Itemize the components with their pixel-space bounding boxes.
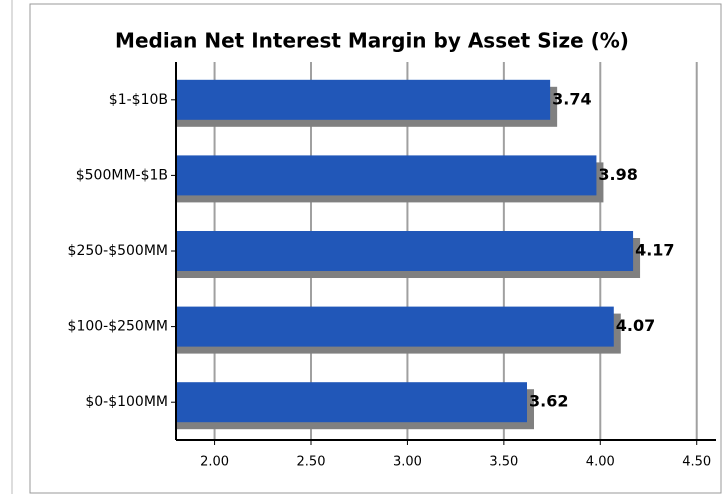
chart-frame	[29, 3, 722, 494]
data-label: 3.62	[529, 392, 568, 411]
bar	[176, 155, 597, 196]
bar	[176, 231, 634, 271]
data-label: 3.74	[552, 89, 591, 108]
y-tick-label: $250-$500MM	[68, 243, 168, 259]
x-tick-label: 2.00	[200, 455, 229, 470]
data-label: 4.17	[635, 241, 674, 260]
x-tick-label: 4.00	[586, 455, 615, 470]
bar	[176, 79, 551, 120]
bar	[176, 306, 614, 347]
x-tick-label: 4.50	[682, 455, 711, 470]
y-tick-label: $1-$10B	[109, 92, 168, 108]
y-tick-label: $0-$100MM	[85, 394, 168, 410]
bar	[176, 382, 527, 423]
y-tick-label: $500MM-$1B	[76, 167, 168, 183]
x-tick-label: 3.50	[489, 455, 518, 470]
data-label: 4.07	[616, 316, 655, 335]
chart-title: Median Net Interest Margin by Asset Size…	[115, 29, 629, 53]
x-tick-label: 3.00	[393, 455, 422, 470]
data-label: 3.98	[598, 165, 637, 184]
y-tick-label: $100-$250MM	[68, 319, 168, 335]
x-tick-label: 2.50	[297, 455, 326, 470]
